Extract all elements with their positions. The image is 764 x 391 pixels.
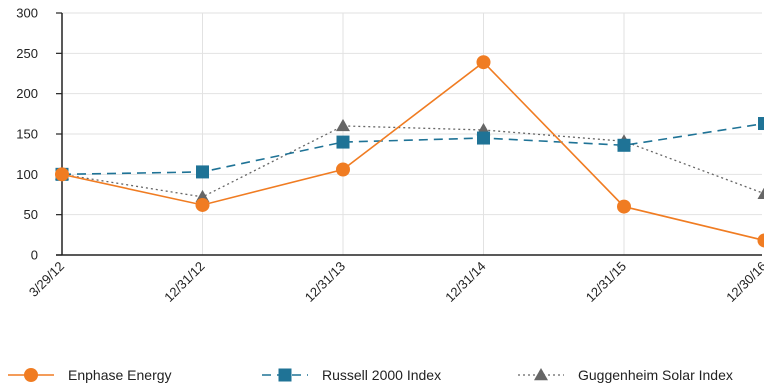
legend-item: Russell 2000 Index (262, 367, 441, 383)
y-tick-label: 50 (24, 207, 38, 222)
legend-label: Russell 2000 Index (322, 367, 441, 383)
data-point (477, 131, 490, 145)
y-tick-label: 200 (16, 86, 38, 101)
series-line (61, 61, 764, 242)
data-point (757, 187, 764, 199)
legend-marker (24, 368, 38, 382)
data-point (757, 233, 764, 248)
y-tick-label: 0 (31, 248, 38, 263)
data-point (55, 167, 69, 182)
series (55, 55, 764, 248)
legend-item: Enphase Energy (8, 367, 172, 383)
x-tick-label: 12/31/14 (442, 259, 488, 305)
grid (62, 12, 762, 255)
legend-label: Guggenheim Solar Index (578, 367, 733, 383)
data-point (195, 197, 210, 212)
data-point (336, 135, 350, 149)
y-tick-label: 150 (16, 127, 38, 142)
series-0 (55, 55, 764, 248)
data-point (476, 55, 491, 70)
series-line (61, 125, 764, 198)
legend-marker (278, 368, 292, 382)
legend-item: Guggenheim Solar Index (518, 367, 733, 383)
y-tick-labels: 0 50 100 150 200 250 300 (16, 6, 38, 263)
legend-marker (534, 368, 548, 381)
data-point (617, 199, 631, 214)
data-point (196, 165, 209, 179)
series-line (61, 122, 764, 176)
y-tick-label: 300 (16, 6, 38, 21)
data-point (336, 162, 350, 177)
data-point (336, 118, 350, 132)
data-point (758, 117, 764, 131)
x-tick-label: 12/31/15 (583, 259, 629, 305)
x-tick-label: 12/31/12 (161, 259, 207, 305)
y-tick-label: 250 (16, 46, 38, 61)
series-1 (55, 117, 764, 181)
series-2 (55, 118, 764, 203)
x-tick-label: 3/29/12 (26, 259, 67, 300)
y-tick-label: 100 (16, 167, 38, 182)
x-tick-label: 12/31/13 (302, 259, 348, 305)
x-tick-labels: 3/29/12 12/31/12 12/31/13 12/31/14 12/31/15 1… (26, 259, 764, 305)
data-point (617, 138, 631, 152)
legend-label: Enphase Energy (68, 367, 172, 383)
x-tick-label: 12/30/16 (723, 259, 764, 305)
legend: Enphase Energy Russell 2000 Index Guggenhe… (8, 367, 733, 383)
axes (56, 12, 762, 256)
